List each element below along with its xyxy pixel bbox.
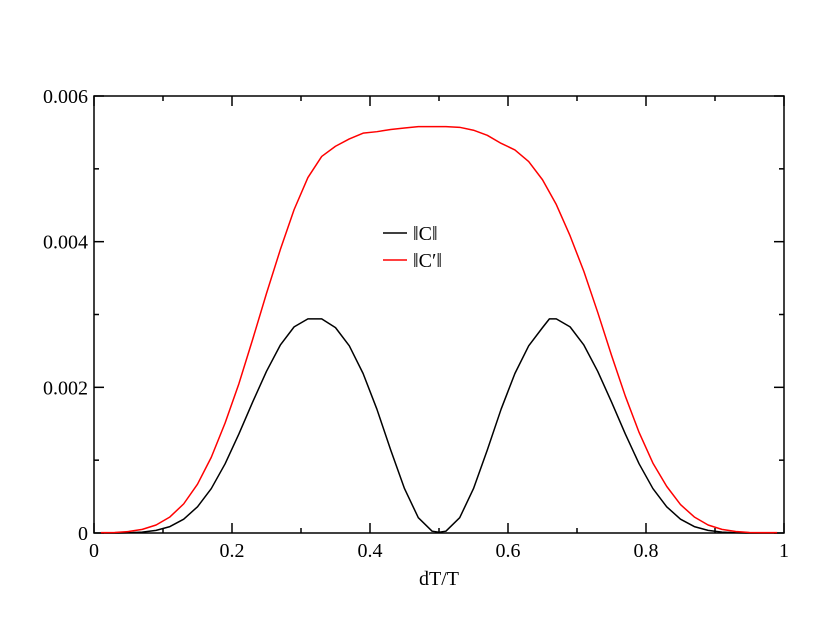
legend: ‖C‖ ‖C′‖ — [383, 223, 442, 272]
y-tick-label: 0.004 — [43, 232, 88, 254]
x-tick-label: 0.2 — [220, 540, 245, 562]
series-line-c-prime — [100, 125, 778, 534]
x-tick-label: 1 — [779, 540, 789, 562]
x-tick-label: 0 — [89, 540, 99, 562]
x-tick-label: 0.6 — [496, 540, 521, 562]
y-tick-label: 0.006 — [43, 86, 88, 108]
x-tick-label: 0.8 — [634, 540, 659, 562]
ticks: 0 0.2 0.4 0.6 0.8 1 0 0.002 0.004 0.006 — [43, 86, 789, 562]
y-tick-label: 0 — [78, 523, 88, 545]
legend-label-c-prime: ‖C′‖ — [413, 250, 442, 272]
plot-frame — [93, 95, 785, 534]
series-line-c — [100, 318, 778, 534]
legend-label-c: ‖C‖ — [413, 223, 438, 245]
y-tick-label: 0.002 — [43, 377, 88, 399]
x-axis-title: dT/T — [419, 568, 459, 590]
x-tick-label: 0.4 — [358, 540, 383, 562]
series-layer — [100, 125, 778, 534]
